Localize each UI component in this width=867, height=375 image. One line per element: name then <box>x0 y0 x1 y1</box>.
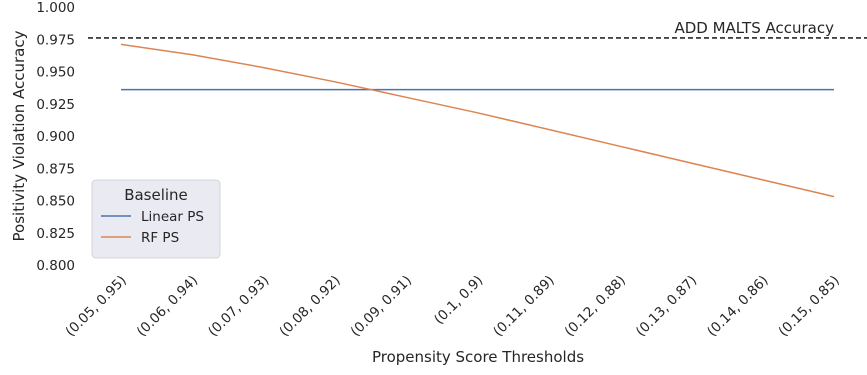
x-axis-title: Propensity Score Thresholds <box>372 348 584 366</box>
series-line-rf-ps <box>120 43 835 198</box>
y-tick-label: 0.850 <box>36 194 75 210</box>
x-tick-label: (0.12, 0.88) <box>562 273 629 340</box>
legend-title: Baseline <box>124 186 188 204</box>
legend-label-rf-ps: RF PS <box>141 230 179 246</box>
y-tick-labels: 0.800 0.825 0.850 0.875 0.900 0.925 0.950 0.975… <box>36 0 75 274</box>
y-tick-label: 0.825 <box>36 226 75 242</box>
x-tick-label: (0.09, 0.91) <box>348 273 415 340</box>
x-tick-label: (0.08, 0.92) <box>276 273 343 340</box>
x-tick-label: (0.05, 0.95) <box>62 273 129 340</box>
y-tick-label: 0.975 <box>36 32 75 48</box>
legend: Baseline Linear PS RF PS <box>91 179 221 259</box>
legend-box <box>91 179 221 259</box>
y-tick-label: 0.900 <box>36 129 75 145</box>
x-tick-label: (0.06, 0.94) <box>134 273 201 340</box>
legend-label-linear-ps: Linear PS <box>141 209 204 225</box>
x-tick-label: (0.1, 0.9) <box>431 273 486 328</box>
series-lines <box>120 43 835 198</box>
y-axis-title: Positivity Violation Accuracy <box>10 30 28 241</box>
y-tick-label: 1.000 <box>36 0 75 16</box>
x-tick-label: (0.11, 0.89) <box>490 273 557 340</box>
y-tick-label: 0.800 <box>36 258 75 274</box>
x-tick-label: (0.07, 0.93) <box>205 273 272 340</box>
x-tick-labels: (0.05, 0.95) (0.06, 0.94) (0.07, 0.93) (0.0… <box>62 273 842 340</box>
y-tick-label: 0.875 <box>36 161 75 177</box>
x-tick-label: (0.14, 0.86) <box>704 273 771 340</box>
y-tick-label: 0.925 <box>36 97 75 113</box>
y-tick-label: 0.950 <box>36 65 75 81</box>
reference-line-label: ADD MALTS Accuracy <box>674 19 834 37</box>
x-tick-label: (0.13, 0.87) <box>633 273 700 340</box>
x-tick-label: (0.15, 0.85) <box>775 273 842 340</box>
